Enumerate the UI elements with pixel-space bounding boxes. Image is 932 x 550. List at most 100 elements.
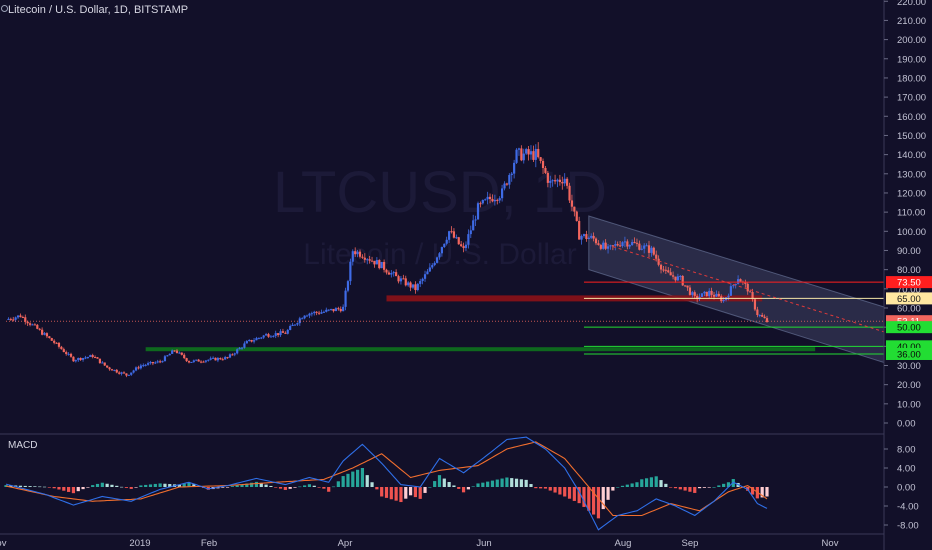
candle-body (734, 283, 737, 286)
candle-body (286, 329, 289, 334)
candle-body (684, 285, 687, 287)
macd-histogram-bar (519, 479, 523, 487)
macd-histogram-bar (669, 487, 673, 488)
macd-histogram-bar (707, 487, 711, 488)
macd-histogram-bar (702, 487, 706, 488)
candle-body (228, 354, 232, 358)
candle-body (652, 247, 655, 255)
candle-body (469, 230, 472, 235)
candle-body (703, 291, 706, 294)
candle-body (510, 173, 513, 176)
candle-body (472, 220, 475, 231)
macd-histogram-bar (404, 487, 408, 499)
candle-body (327, 309, 330, 311)
macd-y-tick-label: 4.00 (897, 464, 916, 475)
candle-body (474, 219, 477, 221)
price-badge-support (886, 347, 932, 360)
candle-body (753, 299, 757, 310)
candle-body (12, 319, 15, 321)
candle-body (659, 264, 663, 270)
candle-body (289, 326, 292, 330)
candle-body (551, 180, 554, 182)
macd-y-tick-label: -4.00 (897, 502, 919, 513)
candle-body (183, 354, 186, 359)
macd-histogram-bar (115, 485, 119, 487)
candle-body (621, 242, 624, 247)
candle-body (606, 246, 610, 249)
candle-body (618, 245, 622, 247)
macd-histogram-bar (486, 481, 490, 487)
candle-body (43, 333, 46, 335)
candle-body (50, 338, 53, 341)
candle-body (529, 151, 533, 155)
macd-histogram-bar (293, 487, 297, 488)
candle-body (563, 178, 566, 184)
candle-body (382, 261, 386, 270)
candle-body (686, 285, 689, 288)
candle-body (202, 361, 205, 363)
candle-body (224, 357, 227, 360)
candle-body (693, 292, 696, 296)
candle-body (657, 258, 660, 265)
macd-histogram-bar (635, 482, 639, 487)
macd-histogram-bar (370, 482, 374, 487)
candle-body (476, 203, 480, 220)
candle-body (248, 339, 251, 342)
candle-body (688, 287, 692, 295)
candle-body (163, 356, 167, 362)
y-tick-label: 130.00 (897, 169, 926, 180)
candle-body (226, 357, 229, 359)
macd-histogram-bar (592, 487, 596, 515)
macd-histogram-bar (375, 487, 379, 490)
macd-histogram-bar (760, 487, 764, 498)
macd-histogram-bar (76, 487, 80, 492)
macd-histogram-bar (433, 481, 437, 487)
macd-histogram-bar (42, 486, 47, 488)
watermark-symbol: LTCUSD, 1D (273, 160, 607, 225)
candle-body (587, 237, 590, 239)
candle-body (346, 281, 350, 291)
candle-body (149, 361, 152, 364)
candle-body (28, 323, 32, 325)
candle-body (142, 365, 145, 367)
candle-body (332, 308, 335, 312)
macd-histogram-bar (606, 487, 610, 500)
candle-body (575, 211, 578, 221)
candle-body (238, 347, 241, 350)
candle-body (330, 308, 333, 310)
macd-histogram-bar (163, 483, 167, 487)
gear-icon[interactable] (1, 5, 8, 12)
candle-body (566, 178, 569, 186)
candle-body (373, 260, 376, 265)
candle-body (448, 231, 451, 240)
candle-body (380, 261, 383, 269)
candle-body (421, 278, 424, 282)
candle-body (532, 151, 535, 160)
macd-histogram-bar (514, 478, 519, 487)
candle-body (69, 353, 73, 357)
candle-body (298, 318, 301, 324)
macd-histogram-bar (611, 487, 615, 491)
macd-histogram-bar (452, 485, 456, 487)
candle-body (700, 293, 704, 297)
candle-body (669, 272, 672, 276)
candle-body (159, 361, 162, 363)
candle-body (402, 278, 405, 280)
candle-body (240, 347, 244, 349)
macd-histogram-bar (659, 480, 663, 487)
macd-histogram-bar (365, 475, 369, 487)
candle-body (236, 349, 239, 354)
candle-body (505, 183, 509, 185)
price-badge-label: 65.00 (897, 294, 921, 305)
macd-histogram-bar (649, 477, 654, 487)
macd-histogram-bar (524, 479, 528, 487)
macd-histogram-bar (278, 487, 283, 489)
candle-body (592, 235, 595, 239)
macd-histogram-bar (139, 485, 143, 487)
candle-body (626, 241, 629, 247)
candle-body (739, 279, 742, 282)
candle-body (67, 353, 70, 355)
candle-body (178, 352, 181, 354)
macd-histogram-bar (57, 487, 61, 490)
